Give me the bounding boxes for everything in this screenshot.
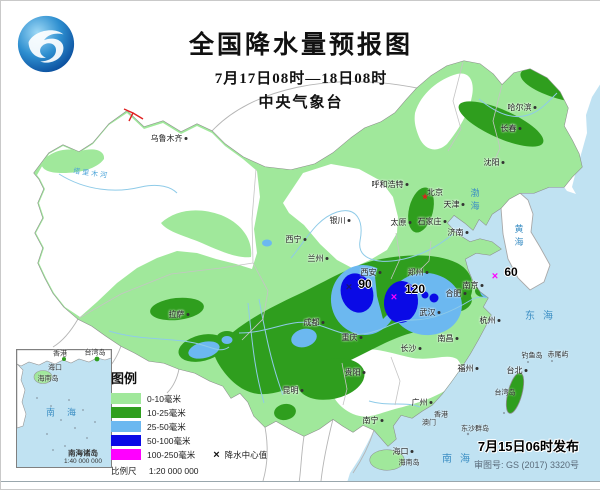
neighbour-borders [52,81,418,484]
legend-row: 100-250毫米 × 降水中心值 [111,449,301,461]
legend-swatch-0-10 [111,393,141,404]
inset-hainan-island [33,370,53,384]
legend-row: 50-100毫米 [111,435,301,446]
precip-center-x-icon: × [213,448,220,461]
legend-row: 25-50毫米 [111,421,301,432]
rivers [58,92,558,408]
legend: 图例 0-10毫米 10-25毫米 25-50毫米 50-100毫米 100-2… [111,368,301,477]
legend-label: 25-50毫米 [147,421,186,432]
footer: 7月15日06时发布 审图号: GS (2017) 3320号 [474,436,579,471]
boundary-mark-icon [123,108,144,122]
scale-row: 比例尺 1:20 000 000 [111,465,301,477]
scale-value: 1:20 000 000 [148,466,199,476]
issued-time: 7月15日06时发布 [477,439,579,454]
legend-label: 0-10毫米 [147,393,182,404]
map-approval-number: 审图号: GS (2017) 3320号 [473,460,579,470]
legend-row: 0-10毫米 [111,393,301,404]
taiwan-island [505,372,525,414]
legend-swatch-10-25 [111,407,141,418]
center-marker-legend: × 降水中心值 [213,449,267,461]
center-marker-label: 降水中心值 [224,449,268,460]
province-borders [78,61,503,406]
inset-west-coast [17,363,27,429]
legend-title: 图例 [111,371,138,386]
legend-row: 10-25毫米 [111,407,301,418]
legend-label: 10-25毫米 [147,407,186,418]
legend-label: 100-250毫米 [147,449,196,460]
bottom-margin [1,482,600,489]
cma-logo-icon [15,13,77,75]
legend-swatch-25-50 [111,421,141,432]
scale-label: 比例尺 [111,466,137,476]
small-islands [466,360,553,436]
legend-swatch-100-250 [111,449,141,460]
legend-label: 50-100毫米 [147,435,191,446]
legend-swatch-50-100 [111,435,141,446]
korea-peninsula [500,192,551,291]
inset-map-south-china-sea [16,349,112,468]
inset-island-dots [36,397,96,455]
